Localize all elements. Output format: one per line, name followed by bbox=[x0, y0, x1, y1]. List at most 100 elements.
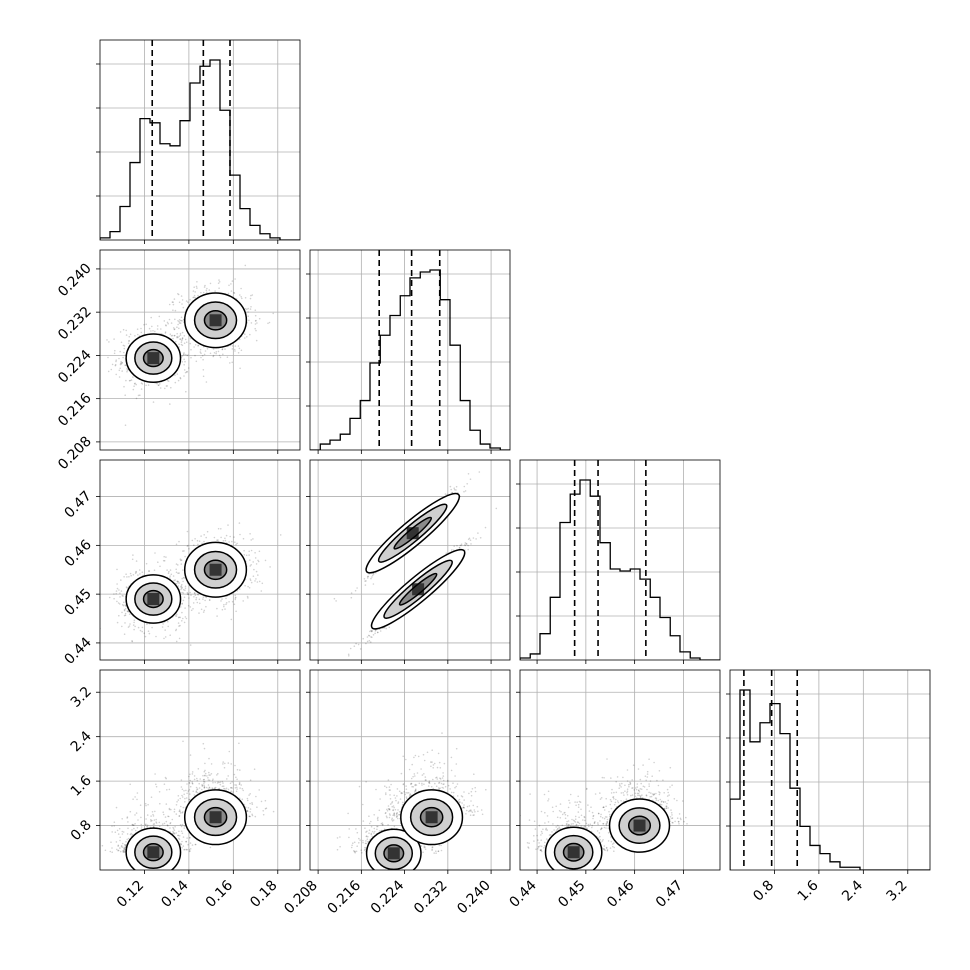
scatter-point bbox=[177, 834, 179, 837]
scatter-point bbox=[125, 573, 127, 575]
scatter-point bbox=[176, 613, 178, 616]
scatter-point bbox=[229, 362, 231, 364]
scatter-point bbox=[165, 820, 168, 823]
scatter-point bbox=[177, 622, 180, 624]
scatter-point bbox=[177, 580, 180, 583]
scatter-point bbox=[180, 295, 183, 297]
scatter-point bbox=[247, 307, 249, 310]
scatter-point bbox=[184, 360, 186, 363]
scatter-point bbox=[183, 550, 185, 552]
scatter-point bbox=[187, 301, 189, 304]
scatter-point bbox=[254, 580, 256, 582]
scatter-point bbox=[159, 383, 161, 385]
scatter-point bbox=[178, 319, 181, 321]
scatter-point bbox=[172, 828, 175, 830]
scatter-point bbox=[181, 355, 184, 357]
scatter-point bbox=[181, 591, 183, 594]
scatter-point bbox=[350, 596, 353, 599]
scatter-point bbox=[237, 345, 240, 347]
scatter-point bbox=[123, 351, 125, 354]
scatter-point bbox=[169, 634, 171, 636]
scatter-point bbox=[247, 315, 249, 318]
scatter-point bbox=[370, 630, 373, 633]
x-tick-label: 3.2 bbox=[884, 878, 911, 905]
y-tick-label: 0.224 bbox=[55, 347, 95, 387]
scatter-point bbox=[240, 349, 243, 352]
scatter-point bbox=[118, 376, 121, 378]
scatter-point bbox=[152, 823, 155, 825]
scatter-point bbox=[174, 579, 176, 581]
scatter-point bbox=[197, 344, 200, 347]
scatter-point bbox=[370, 630, 373, 632]
scatter-point bbox=[234, 598, 237, 601]
scatter-point bbox=[131, 558, 134, 561]
scatter-point bbox=[183, 352, 185, 354]
scatter-point bbox=[190, 609, 193, 612]
scatter-point bbox=[272, 312, 275, 315]
scatter-point bbox=[453, 545, 456, 547]
scatter-point bbox=[122, 328, 125, 331]
contour-line bbox=[193, 301, 238, 340]
scatter-point bbox=[137, 819, 139, 821]
scatter-point bbox=[245, 554, 248, 557]
scatter-point bbox=[132, 388, 135, 391]
scatter-point bbox=[188, 850, 191, 853]
scatter-point bbox=[168, 808, 171, 811]
scatter-point bbox=[166, 569, 168, 571]
scatter-point bbox=[175, 340, 177, 343]
scatter-point bbox=[181, 344, 184, 347]
scatter-point bbox=[175, 628, 178, 631]
scatter-point bbox=[463, 485, 466, 488]
scatter-point bbox=[152, 813, 154, 816]
scatter-point bbox=[204, 599, 206, 602]
scatter-point bbox=[251, 294, 254, 296]
scatter-point bbox=[172, 831, 175, 834]
scatter-point bbox=[115, 806, 118, 809]
scatter-point bbox=[123, 576, 125, 578]
scatter-point bbox=[170, 322, 173, 324]
scatter-point bbox=[253, 568, 255, 571]
scatter-point bbox=[124, 394, 126, 397]
scatter-point bbox=[121, 830, 124, 833]
scatter-point bbox=[458, 546, 461, 549]
scatter-point bbox=[101, 844, 104, 847]
scatter-point bbox=[176, 580, 178, 582]
scatter-point bbox=[172, 826, 174, 829]
scatter-point bbox=[173, 829, 176, 831]
scatter-point bbox=[187, 544, 189, 547]
scatter-point bbox=[125, 841, 127, 843]
scatter-point bbox=[200, 608, 203, 611]
scatter-point bbox=[135, 383, 137, 386]
scatter-point bbox=[463, 490, 465, 493]
scatter-point bbox=[177, 293, 180, 296]
scatter-point bbox=[255, 339, 258, 342]
scatter-point bbox=[119, 362, 122, 365]
scatter-point bbox=[188, 597, 190, 599]
scatter-point bbox=[181, 337, 184, 340]
scatter-point bbox=[246, 308, 248, 311]
contour-line bbox=[393, 516, 433, 550]
scatter-point bbox=[178, 335, 180, 338]
scatter-point bbox=[117, 849, 119, 852]
scatter-point bbox=[184, 555, 186, 558]
scatter-point bbox=[183, 375, 185, 377]
scatter-point bbox=[179, 823, 182, 826]
scatter-point bbox=[140, 382, 143, 384]
scatter-point bbox=[165, 556, 167, 558]
scatter-point bbox=[181, 620, 183, 622]
scatter-point bbox=[455, 489, 457, 491]
scatter-point bbox=[169, 333, 172, 336]
scatter-point bbox=[124, 845, 127, 847]
scatter-point bbox=[213, 352, 216, 354]
scatter-point bbox=[469, 539, 472, 541]
scatter-point bbox=[213, 536, 216, 539]
y-tick-label: 0.208 bbox=[55, 433, 95, 473]
scatter-point bbox=[193, 294, 196, 297]
scatter-point bbox=[234, 350, 236, 352]
x-tick-label: 1.6 bbox=[795, 877, 822, 904]
histogram-step bbox=[100, 59, 300, 240]
scatter-point bbox=[174, 826, 176, 828]
scatter-point bbox=[203, 534, 205, 536]
scatter-point bbox=[178, 616, 180, 618]
scatter-point bbox=[175, 543, 178, 546]
